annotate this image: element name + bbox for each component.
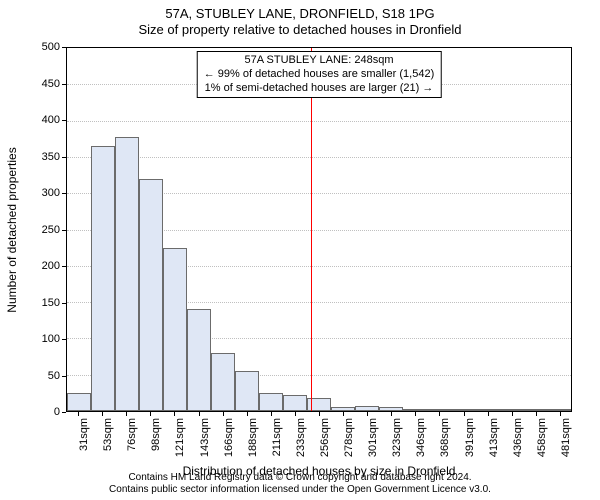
chart-area: 57A STUBLEY LANE: 248sqm← 99% of detache… bbox=[66, 47, 572, 412]
histogram-bar bbox=[283, 395, 307, 411]
x-tick-label: 278sqm bbox=[343, 418, 355, 457]
y-tick-label: 350 bbox=[42, 151, 66, 163]
y-tick-label: 450 bbox=[42, 78, 66, 90]
x-tick-mark bbox=[295, 412, 296, 416]
x-tick-mark bbox=[439, 412, 440, 416]
histogram-bar bbox=[379, 407, 403, 411]
x-tick-mark bbox=[343, 412, 344, 416]
reference-line bbox=[311, 48, 312, 411]
x-tick-label: 256sqm bbox=[319, 418, 331, 457]
plot-region: 57A STUBLEY LANE: 248sqm← 99% of detache… bbox=[66, 47, 572, 412]
chart-title: 57A, STUBLEY LANE, DRONFIELD, S18 1PG bbox=[0, 6, 600, 22]
x-tick-label: 413sqm bbox=[488, 418, 500, 457]
y-tick-label: 500 bbox=[42, 41, 66, 53]
footer-line-2: Contains public sector information licen… bbox=[0, 484, 600, 496]
histogram-bar bbox=[235, 371, 259, 411]
histogram-bar bbox=[475, 409, 499, 411]
x-tick-mark bbox=[271, 412, 272, 416]
x-tick-label: 436sqm bbox=[512, 418, 524, 457]
histogram-bar bbox=[547, 409, 571, 411]
x-tick-mark bbox=[247, 412, 248, 416]
callout-line: 1% of semi-detached houses are larger (2… bbox=[204, 82, 435, 96]
histogram-bar bbox=[355, 406, 379, 411]
x-tick-label: 76sqm bbox=[126, 418, 138, 451]
x-tick-mark bbox=[488, 412, 489, 416]
y-tick-label: 150 bbox=[42, 297, 66, 309]
y-tick-label: 0 bbox=[54, 406, 66, 418]
x-tick-mark bbox=[415, 412, 416, 416]
histogram-bar bbox=[403, 409, 427, 411]
x-tick-mark bbox=[367, 412, 368, 416]
x-tick-label: 166sqm bbox=[223, 418, 235, 457]
x-tick-label: 31sqm bbox=[78, 418, 90, 451]
x-tick-label: 53sqm bbox=[102, 418, 114, 451]
histogram-bar bbox=[331, 407, 355, 411]
histogram-bar bbox=[91, 146, 115, 411]
histogram-bar bbox=[523, 409, 547, 411]
x-tick-label: 346sqm bbox=[415, 418, 427, 457]
histogram-bar bbox=[259, 393, 283, 411]
x-tick-mark bbox=[102, 412, 103, 416]
x-tick-label: 211sqm bbox=[271, 418, 283, 456]
histogram-bar bbox=[115, 137, 139, 411]
x-tick-label: 233sqm bbox=[295, 418, 307, 457]
histogram-bar bbox=[427, 409, 451, 411]
x-tick-label: 143sqm bbox=[199, 418, 211, 457]
x-tick-label: 481sqm bbox=[560, 418, 572, 457]
callout-box: 57A STUBLEY LANE: 248sqm← 99% of detache… bbox=[197, 51, 442, 98]
x-tick-mark bbox=[199, 412, 200, 416]
histogram-bar bbox=[499, 409, 523, 411]
histogram-bar bbox=[163, 248, 187, 411]
y-tick-label: 50 bbox=[48, 370, 66, 382]
x-tick-mark bbox=[391, 412, 392, 416]
y-axis-label: Number of detached properties bbox=[5, 147, 19, 312]
histogram-bar bbox=[451, 409, 475, 411]
x-tick-label: 188sqm bbox=[247, 418, 259, 457]
x-tick-label: 458sqm bbox=[536, 418, 548, 457]
x-tick-label: 301sqm bbox=[367, 418, 379, 457]
grid-line bbox=[67, 121, 571, 122]
x-tick-label: 121sqm bbox=[174, 418, 186, 457]
chart-subtitle: Size of property relative to detached ho… bbox=[0, 22, 600, 38]
chart-container: 57A, STUBLEY LANE, DRONFIELD, S18 1PG Si… bbox=[0, 0, 600, 500]
y-tick-label: 100 bbox=[42, 333, 66, 345]
y-tick-label: 300 bbox=[42, 187, 66, 199]
footer-line-1: Contains HM Land Registry data © Crown c… bbox=[0, 472, 600, 484]
grid-line bbox=[67, 157, 571, 158]
x-tick-mark bbox=[126, 412, 127, 416]
x-tick-label: 368sqm bbox=[439, 418, 451, 457]
y-tick-label: 400 bbox=[42, 114, 66, 126]
histogram-bar bbox=[187, 309, 211, 411]
y-tick-label: 250 bbox=[42, 224, 66, 236]
x-tick-mark bbox=[174, 412, 175, 416]
x-tick-label: 98sqm bbox=[150, 418, 162, 451]
x-tick-mark bbox=[78, 412, 79, 416]
x-tick-mark bbox=[223, 412, 224, 416]
callout-line: ← 99% of detached houses are smaller (1,… bbox=[204, 68, 435, 82]
x-tick-mark bbox=[150, 412, 151, 416]
x-tick-mark bbox=[512, 412, 513, 416]
x-tick-mark bbox=[560, 412, 561, 416]
y-tick-label: 200 bbox=[42, 260, 66, 272]
histogram-bar bbox=[67, 393, 91, 411]
x-tick-mark bbox=[536, 412, 537, 416]
x-tick-mark bbox=[464, 412, 465, 416]
x-tick-mark bbox=[319, 412, 320, 416]
callout-line: 57A STUBLEY LANE: 248sqm bbox=[204, 54, 435, 68]
footer-attribution: Contains HM Land Registry data © Crown c… bbox=[0, 472, 600, 496]
x-tick-label: 323sqm bbox=[391, 418, 403, 457]
histogram-bar bbox=[211, 353, 235, 411]
x-tick-label: 391sqm bbox=[464, 418, 476, 457]
histogram-bar bbox=[139, 179, 163, 411]
